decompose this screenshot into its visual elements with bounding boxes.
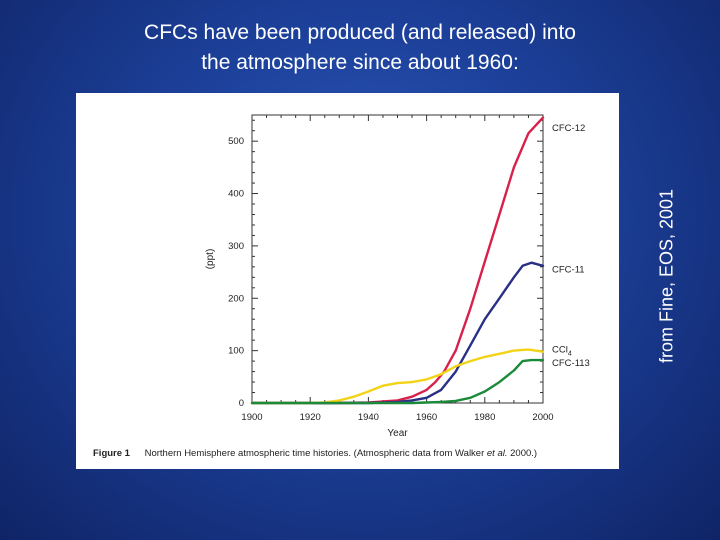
series-line-cfc-113	[250, 358, 545, 405]
y-axis-label: (ppt)	[205, 249, 216, 270]
y-tick-label: 500	[228, 136, 244, 147]
figure-caption-label: Figure 1	[93, 448, 131, 459]
x-tick-label: 2000	[532, 412, 553, 423]
series-line-cfc-12	[250, 116, 545, 405]
y-tick-label: 200	[228, 293, 244, 304]
x-tick-label: 1960	[416, 412, 437, 423]
y-tick-label: 400	[228, 189, 244, 200]
slide-title-line-1: CFCs have been produced (and released) i…	[144, 21, 576, 44]
x-tick-label: 1980	[474, 412, 495, 423]
slide-title: CFCs have been produced (and released) i…	[60, 18, 660, 78]
source-credit: from Fine, EOS, 2001	[656, 188, 677, 364]
figure-caption-text: Northern Hemisphere atmospheric time his…	[145, 448, 487, 459]
series-label-cfc-113: CFC-113	[552, 358, 590, 369]
series-label-cfc-12: CFC-12	[552, 123, 585, 134]
series-line-ccl4	[250, 348, 545, 405]
figure-panel: Figure 1 Northern Hemisphere atmospheric…	[76, 93, 619, 469]
plot-frame	[251, 114, 544, 404]
x-axis-label: Year	[387, 428, 408, 439]
slide-title-line-2: the atmosphere since about 1960:	[201, 51, 519, 74]
x-tick-label: 1920	[300, 412, 321, 423]
x-tick-label: 1900	[241, 412, 262, 423]
series-label-cfc-11: CFC-11	[552, 264, 585, 275]
y-tick-label: 300	[228, 241, 244, 252]
figure-caption: Figure 1 Northern Hemisphere atmospheric…	[93, 448, 537, 459]
figure-caption-end: 2000.)	[508, 448, 538, 459]
line-chart: Figure 1 Northern Hemisphere atmospheric…	[93, 114, 590, 459]
y-tick-label: 100	[228, 346, 244, 357]
x-tick-label: 1940	[358, 412, 379, 423]
series-label-ccl4: CCl4	[552, 345, 572, 358]
y-tick-label: 0	[239, 398, 244, 409]
series-line-cfc-11	[250, 261, 545, 405]
figure-caption-italic: et al.	[487, 448, 508, 459]
